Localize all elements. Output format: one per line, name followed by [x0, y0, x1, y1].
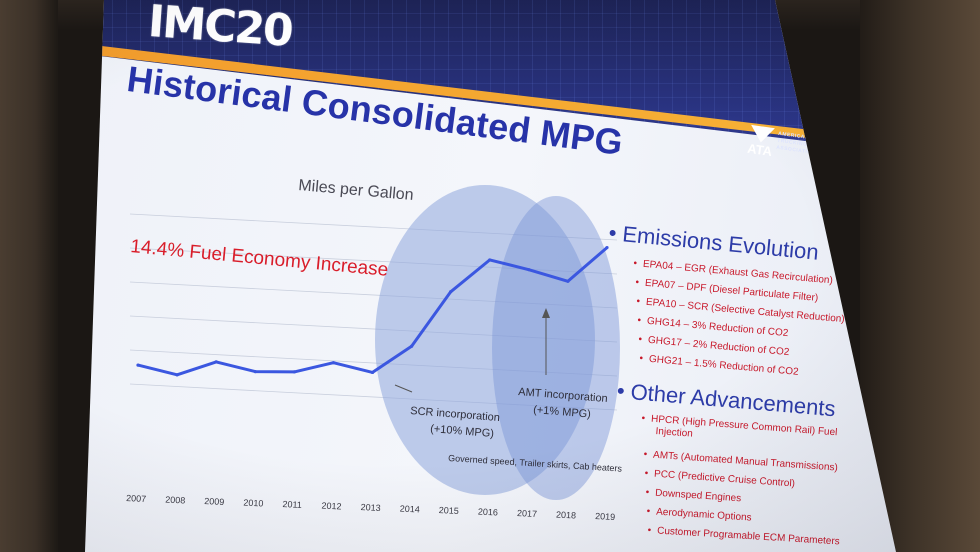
data-point — [370, 370, 375, 375]
data-point — [605, 245, 609, 250]
amt-annotation-line2: (+1% MPG) — [533, 404, 592, 420]
x-tick-label: 2014 — [399, 504, 420, 515]
x-tick-label: 2013 — [360, 502, 381, 513]
x-tick-label: 2019 — [595, 511, 616, 522]
data-point — [527, 268, 531, 272]
x-tick-label: 2007 — [126, 493, 147, 504]
data-point — [331, 361, 336, 365]
highlight-circle-small — [492, 196, 620, 500]
x-tick-label: 2011 — [282, 499, 302, 510]
data-point — [566, 279, 570, 283]
data-point — [449, 290, 453, 294]
amt-arrowhead-icon — [542, 308, 550, 318]
x-tick-label: 2016 — [478, 507, 499, 518]
data-point — [409, 344, 414, 348]
room-right-wall — [860, 0, 980, 552]
data-point — [214, 360, 218, 364]
data-point — [488, 258, 492, 262]
data-point — [292, 370, 296, 374]
x-tick-label: 2009 — [204, 496, 225, 507]
data-point — [253, 370, 257, 374]
x-tick-label: 2017 — [517, 508, 538, 519]
x-tick-label: 2012 — [321, 501, 342, 512]
x-tick-label: 2008 — [165, 495, 186, 506]
scr-annotation-pointer — [394, 384, 413, 393]
x-tick-label: 2010 — [243, 498, 264, 509]
room-left-wall — [0, 0, 58, 552]
data-point — [136, 363, 140, 367]
chart-title: Miles per Gallon — [298, 177, 415, 204]
x-tick-label: 2018 — [556, 510, 577, 521]
scr-annotation-line2: (+10% MPG) — [430, 423, 495, 440]
highlight-circle-large — [375, 185, 595, 495]
data-point — [175, 373, 179, 377]
x-tick-label: 2015 — [439, 505, 460, 516]
chart-headline: 14.4% Fuel Economy Increase — [130, 236, 390, 281]
